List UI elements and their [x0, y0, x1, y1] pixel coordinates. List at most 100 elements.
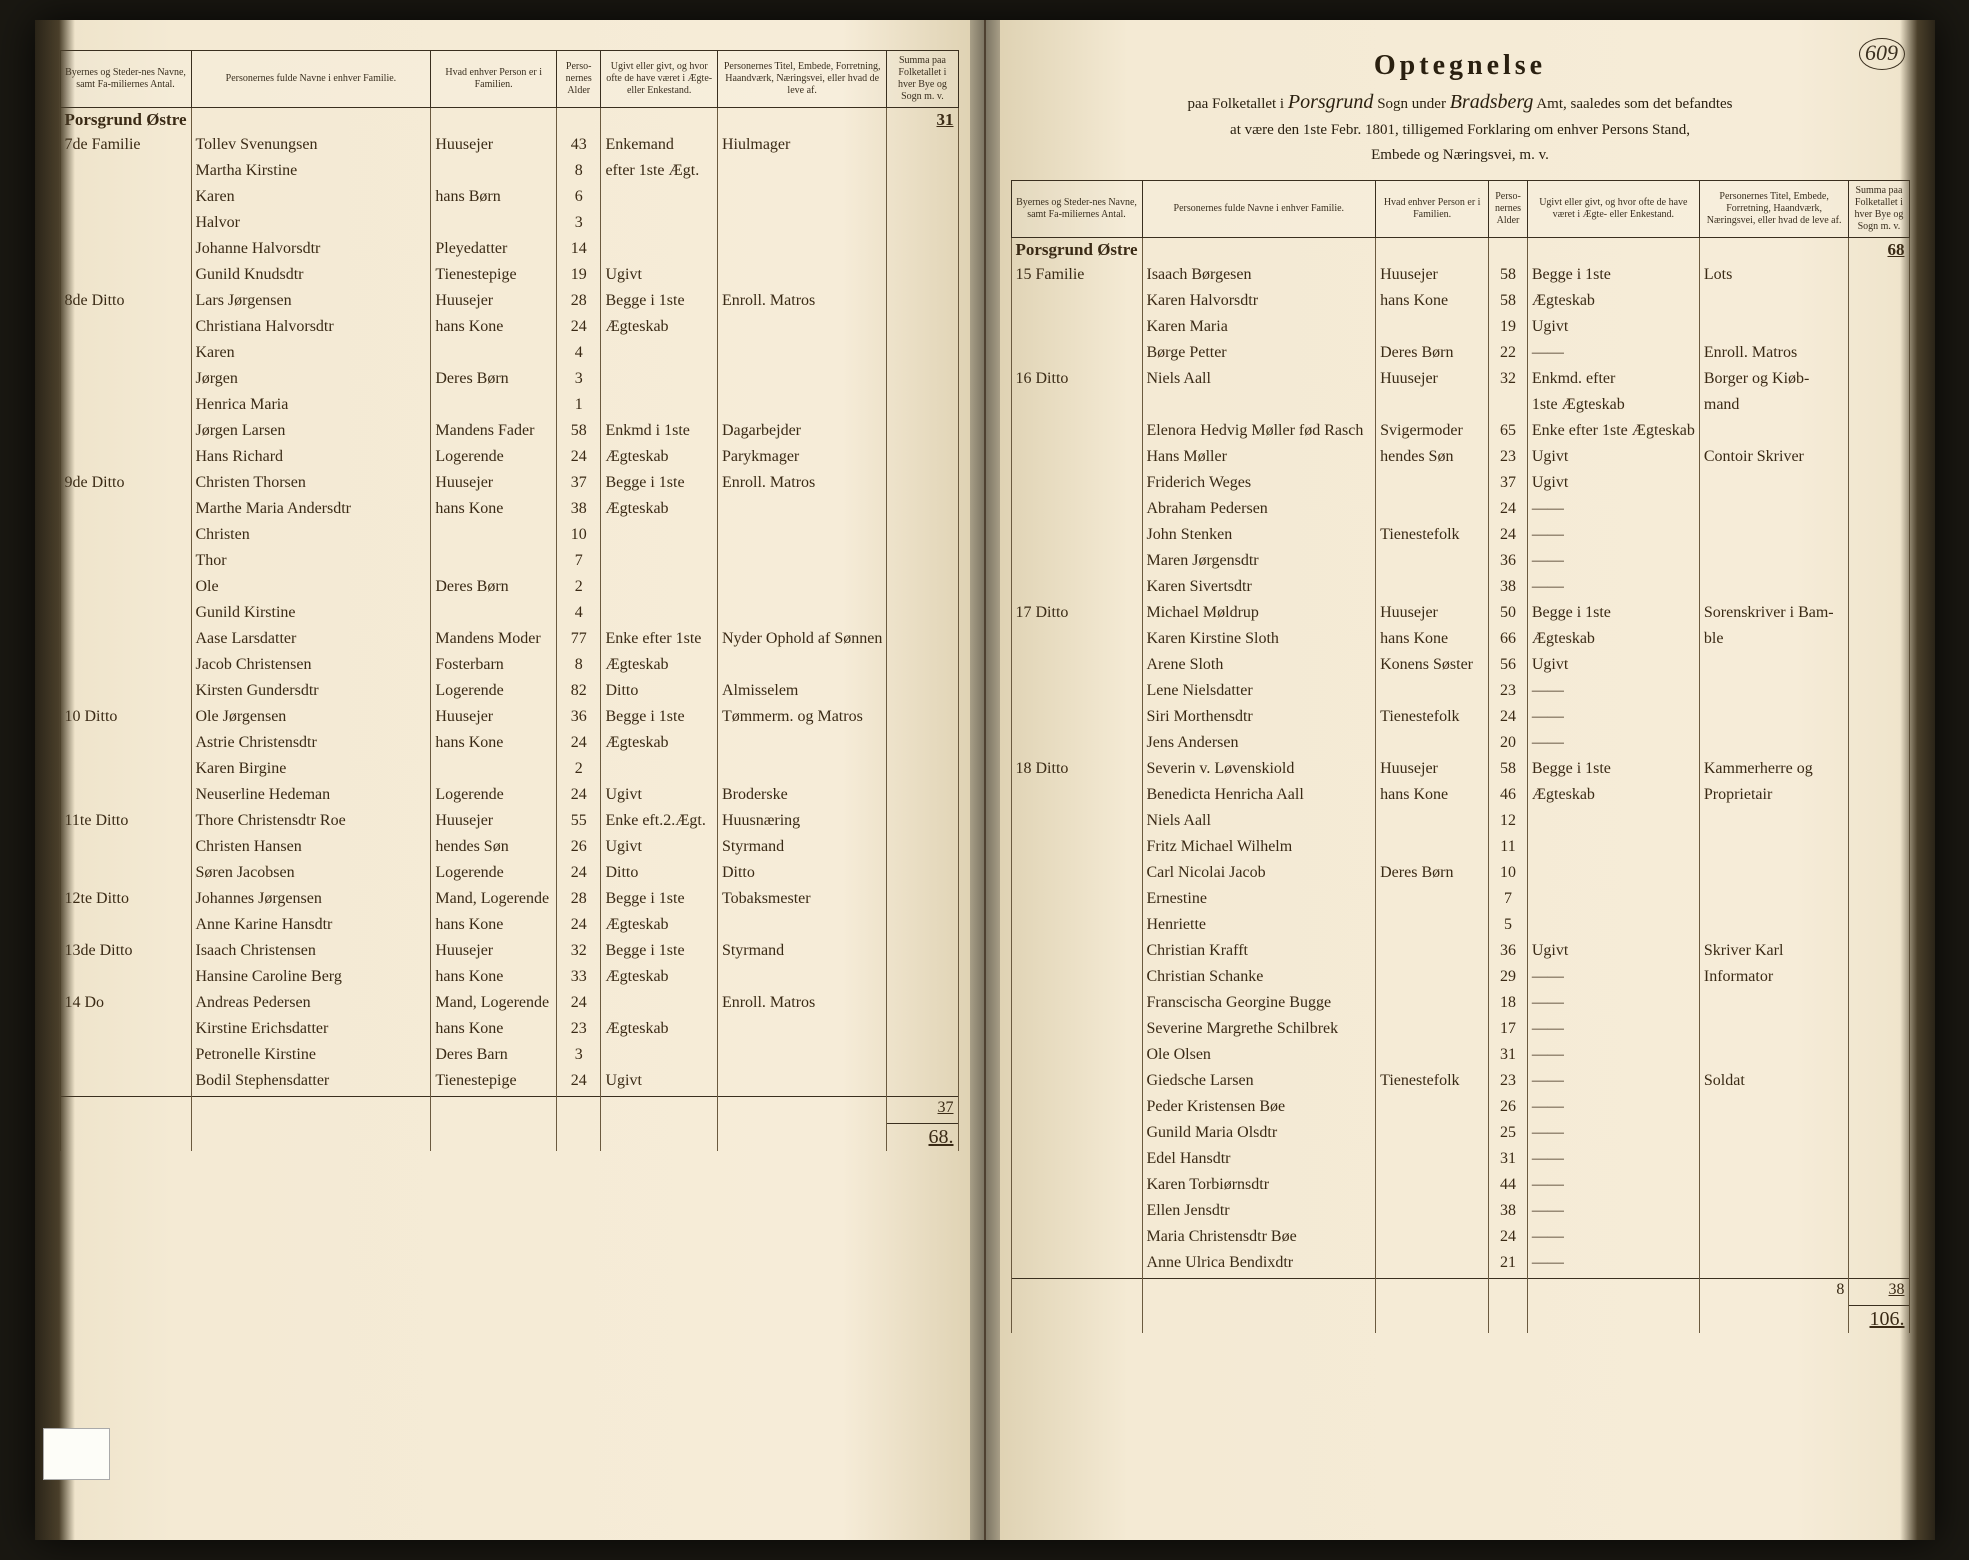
cell-occupation: Nyder Ophold af Sønnen — [717, 628, 886, 654]
cell-name: Marthe Maria Andersdtr — [191, 498, 431, 524]
cell-marital: —— — [1527, 498, 1699, 524]
cell-location — [1011, 628, 1142, 654]
cell-marital: Begge i 1ste — [601, 472, 717, 498]
cell-occupation — [1699, 1174, 1848, 1200]
cell-name: Christian Schanke — [1142, 966, 1376, 992]
table-row: Ernestine7 — [1011, 888, 1909, 914]
cell-location — [60, 576, 191, 602]
cell-location: 12te Ditto — [60, 888, 191, 914]
cell-age: 31 — [1489, 1148, 1528, 1174]
cell-age: 23 — [1489, 1070, 1528, 1096]
cell-relation: Huusejer — [431, 706, 557, 732]
cell-relation: Huusejer — [431, 940, 557, 966]
cell-name: Thor — [191, 550, 431, 576]
cell-relation: Huusejer — [1376, 264, 1489, 290]
cell — [1376, 1306, 1489, 1334]
table-row: Søren JacobsenLogerende24DittoDitto — [60, 862, 958, 888]
cell-marital: —— — [1527, 550, 1699, 576]
cell-age: 58 — [556, 420, 600, 446]
cell-location — [60, 316, 191, 342]
cell-sum — [887, 134, 958, 160]
cell-name: Karen — [191, 342, 431, 368]
header-line-2: at være den 1ste Febr. 1801, tilligemed … — [1011, 120, 1910, 141]
cell — [717, 1124, 886, 1152]
cell-name: Karen Maria — [1142, 316, 1376, 342]
cell-name: Kirstine Erichsdatter — [191, 1018, 431, 1044]
cell-occupation — [717, 732, 886, 758]
cell-occupation: Hiulmager — [717, 134, 886, 160]
table-row: Christian Krafft36UgivtSkriver Karl — [1011, 940, 1909, 966]
cell-relation: hendes Søn — [1376, 446, 1489, 472]
cell-sum — [887, 966, 958, 992]
cell-location — [60, 446, 191, 472]
table-row: Karen Torbiørnsdtr44—— — [1011, 1174, 1909, 1200]
table-row: Karen Birgine2 — [60, 758, 958, 784]
cell-location — [60, 186, 191, 212]
cell-relation: Pleyedatter — [431, 238, 557, 264]
cell-name: Johanne Halvorsdtr — [191, 238, 431, 264]
table-row: Jacob ChristensenFosterbarn8Ægteskab — [60, 654, 958, 680]
cell-occupation: Styrmand — [717, 940, 886, 966]
cell-relation: hans Kone — [431, 1018, 557, 1044]
cell-relation — [1376, 576, 1489, 602]
table-row: Neuserline HedemanLogerende24UgivtBroder… — [60, 784, 958, 810]
cell-marital: Ugivt — [1527, 940, 1699, 966]
cell-location — [1011, 1148, 1142, 1174]
table-row: 11te DittoThore Christensdtr RoeHuusejer… — [60, 810, 958, 836]
cell-name: Christiana Halvorsdtr — [191, 316, 431, 342]
cell-marital: Begge i 1ste — [1527, 264, 1699, 290]
cell-occupation: Parykmager — [717, 446, 886, 472]
cell-marital: —— — [1527, 966, 1699, 992]
cell — [1011, 1279, 1142, 1306]
cell-occupation — [717, 602, 886, 628]
cell-age: 22 — [1489, 342, 1528, 368]
cell-age: 33 — [556, 966, 600, 992]
table-row: John StenkenTienestefolk24—— — [1011, 524, 1909, 550]
right-table-body: Porsgrund Østre6815 FamilieIsaach Børges… — [1011, 238, 1909, 1334]
cell-occupation — [1699, 992, 1848, 1018]
cell-relation: Tienestefolk — [1376, 524, 1489, 550]
cell-sum — [887, 992, 958, 1018]
cell-occupation: Skriver Karl — [1699, 940, 1848, 966]
cell-relation — [1376, 316, 1489, 342]
cell-age: 21 — [1489, 1252, 1528, 1279]
cell-name: Martha Kirstine — [191, 160, 431, 186]
cell-occupation — [717, 498, 886, 524]
subtotal-row: 37 — [60, 1097, 958, 1124]
cell-relation: hans Kone — [431, 914, 557, 940]
section-row: Porsgrund Østre31 — [60, 108, 958, 135]
cell-marital: Ugivt — [1527, 472, 1699, 498]
col-header-age: Perso-nernes Alder — [1489, 181, 1528, 238]
cell-age: 7 — [556, 550, 600, 576]
cell-occupation: Enroll. Matros — [717, 472, 886, 498]
table-row: Karenhans Børn6 — [60, 186, 958, 212]
cell-marital: Begge i 1ste — [601, 888, 717, 914]
cell-relation: Mandens Moder — [431, 628, 557, 654]
cell-location — [60, 238, 191, 264]
cell-location — [60, 498, 191, 524]
cell-location — [60, 732, 191, 758]
page-number: 609 — [1859, 38, 1905, 70]
cell-occupation — [1699, 316, 1848, 342]
cell-name: Christen Thorsen — [191, 472, 431, 498]
cell-age: 25 — [1489, 1122, 1528, 1148]
table-row: Franscischa Georgine Bugge18—— — [1011, 992, 1909, 1018]
cell-name: Børge Petter — [1142, 342, 1376, 368]
cell-occupation — [1699, 1252, 1848, 1279]
cell-sum — [887, 472, 958, 498]
header-line-1: paa Folketallet i Porsgrund Sogn under B… — [1011, 88, 1910, 116]
cell-location: 9de Ditto — [60, 472, 191, 498]
table-row: 7de FamilieTollev SvenungsenHuusejer43En… — [60, 134, 958, 160]
cell-age: 58 — [1489, 290, 1528, 316]
cell-name: Ellen Jensdtr — [1142, 1200, 1376, 1226]
cell-occupation: Lots — [1699, 264, 1848, 290]
cell-location: 8de Ditto — [60, 290, 191, 316]
table-row: 1ste Ægteskabmand — [1011, 394, 1909, 420]
cell-relation: Huusejer — [431, 810, 557, 836]
cell-sum — [887, 238, 958, 264]
cell-name: Peder Kristensen Bøe — [1142, 1096, 1376, 1122]
cell-name: Isaach Børgesen — [1142, 264, 1376, 290]
table-row: Arene SlothKonens Søster56Ugivt — [1011, 654, 1909, 680]
cell-age: 10 — [1489, 862, 1528, 888]
table-row: Christiana Halvorsdtrhans Kone24Ægteskab — [60, 316, 958, 342]
